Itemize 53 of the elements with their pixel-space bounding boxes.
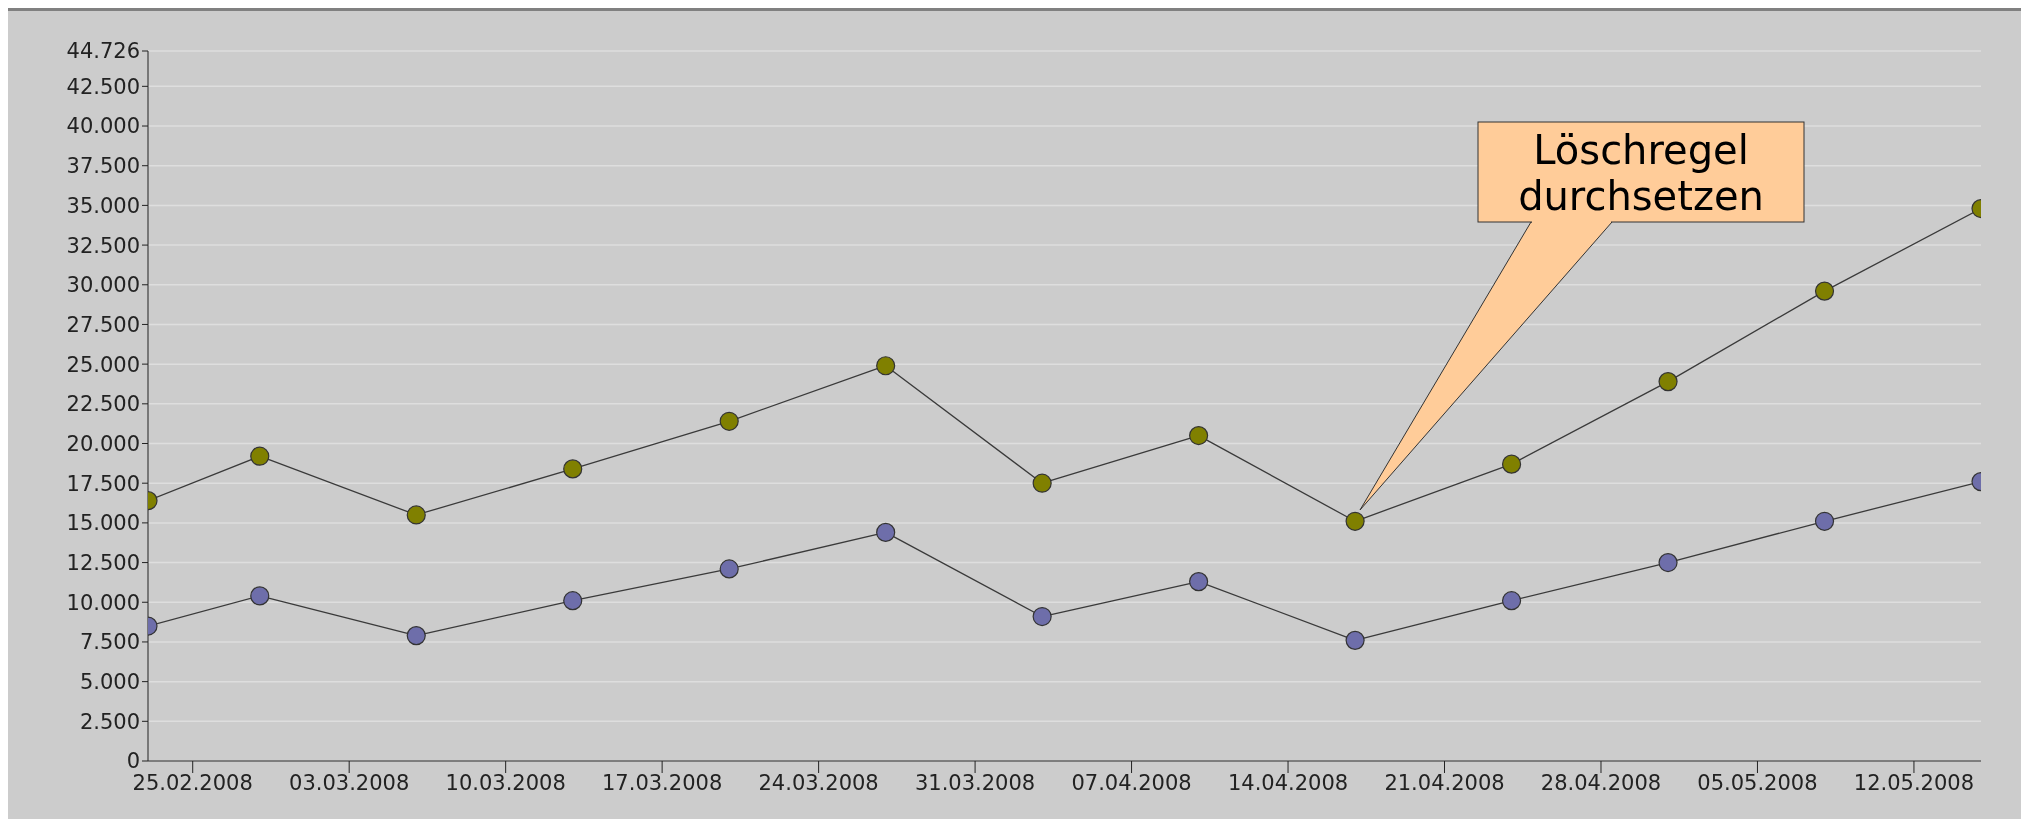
x-tick-label: 31.03.2008 (914, 770, 1036, 795)
point (1189, 425, 1209, 446)
point (406, 625, 426, 646)
point (719, 559, 739, 579)
y-tick-label: 15.000 (66, 511, 140, 536)
point (563, 459, 583, 479)
point (406, 505, 426, 525)
y-tick-label: 7.500 (79, 630, 140, 655)
y-tick-label: 12.500 (66, 551, 140, 576)
y-tick-label: 2.500 (79, 709, 140, 734)
point (876, 522, 896, 543)
point (876, 356, 896, 376)
y-tick-label: 44.726 (66, 39, 140, 64)
point (1501, 591, 1522, 611)
x-tick-label: 21.04.2008 (1384, 770, 1505, 795)
point (1658, 552, 1678, 573)
point (1345, 511, 1365, 531)
x-tick-label: 28.04.2008 (1540, 770, 1662, 795)
x-tick-label: 03.03.2008 (289, 770, 410, 795)
point (719, 411, 739, 431)
point (1189, 572, 1209, 592)
point (1032, 606, 1052, 627)
x-tick-label: 14.04.2008 (1227, 770, 1349, 795)
y-tick-label: 17.500 (66, 471, 140, 496)
y-tick-label: 10.000 (66, 590, 140, 615)
point (1032, 473, 1052, 493)
y-tick-label: 35.000 (66, 193, 140, 218)
x-tick-label: 07.04.2008 (1071, 770, 1192, 795)
point (563, 591, 583, 611)
y-tick-label: 42.500 (66, 74, 140, 99)
point (1345, 630, 1365, 650)
x-tick-label: 10.03.2008 (445, 770, 566, 795)
point (250, 586, 270, 606)
x-tick-label: 24.03.2008 (758, 770, 879, 795)
x-tick-label: 17.03.2008 (602, 770, 723, 795)
y-tick-label: 32.500 (66, 233, 140, 258)
y-tick-label: 27.500 (66, 312, 140, 337)
callout-box: Löschregel durchsetzen (1477, 121, 1805, 223)
x-tick-label: 12.05.2008 (1853, 770, 1975, 795)
point (250, 446, 270, 466)
y-tick-label: 40.000 (66, 114, 140, 139)
y-tick-label: 37.500 (66, 154, 140, 179)
y-tick-label: 22.500 (66, 392, 140, 417)
point (1658, 372, 1678, 392)
point (1501, 454, 1522, 474)
x-tick-label: 05.05.2008 (1697, 770, 1818, 795)
y-tick-label: 25.000 (66, 352, 140, 377)
point (1814, 511, 1835, 531)
annotation: Löschregel durchsetzen (1518, 127, 1764, 219)
y-tick-label: 20.000 (66, 431, 140, 456)
y-tick-label: 5.000 (79, 670, 140, 695)
y-tick-label: 30.000 (66, 273, 140, 298)
point (1814, 281, 1835, 301)
